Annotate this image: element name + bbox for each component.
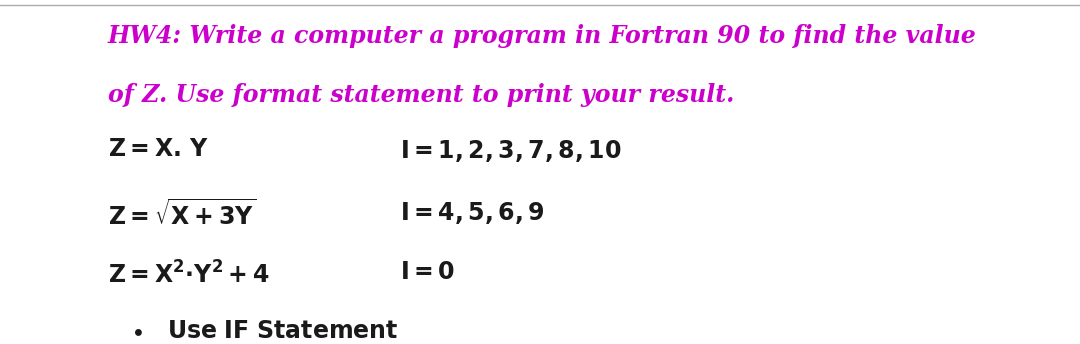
Text: HW4: Write a computer a program in Fortran 90 to find the value: HW4: Write a computer a program in Fortr… — [108, 24, 976, 48]
Text: $\bf{Z =X^{2}{\cdot}Y^{2}+4}$: $\bf{Z =X^{2}{\cdot}Y^{2}+4}$ — [108, 261, 270, 289]
Text: $\bf{I=4,5,6,9}$: $\bf{I=4,5,6,9}$ — [400, 200, 544, 226]
Text: $\bf{Use\ IF\ Statement}$: $\bf{Use\ IF\ Statement}$ — [167, 320, 399, 343]
Text: $\bf{I=0}$: $\bf{I=0}$ — [400, 261, 455, 284]
Text: $\bf{Z =\sqrt{X + 3Y}}$: $\bf{Z =\sqrt{X + 3Y}}$ — [108, 200, 257, 230]
Text: $\bullet$: $\bullet$ — [130, 320, 143, 343]
Text: $\bf{Z =X.\,Y}$: $\bf{Z =X.\,Y}$ — [108, 138, 210, 161]
Text: of Z. Use format statement to print your result.: of Z. Use format statement to print your… — [108, 83, 734, 107]
Text: $\bf{I=1,2,3,7,8,10}$: $\bf{I=1,2,3,7,8,10}$ — [400, 138, 621, 164]
